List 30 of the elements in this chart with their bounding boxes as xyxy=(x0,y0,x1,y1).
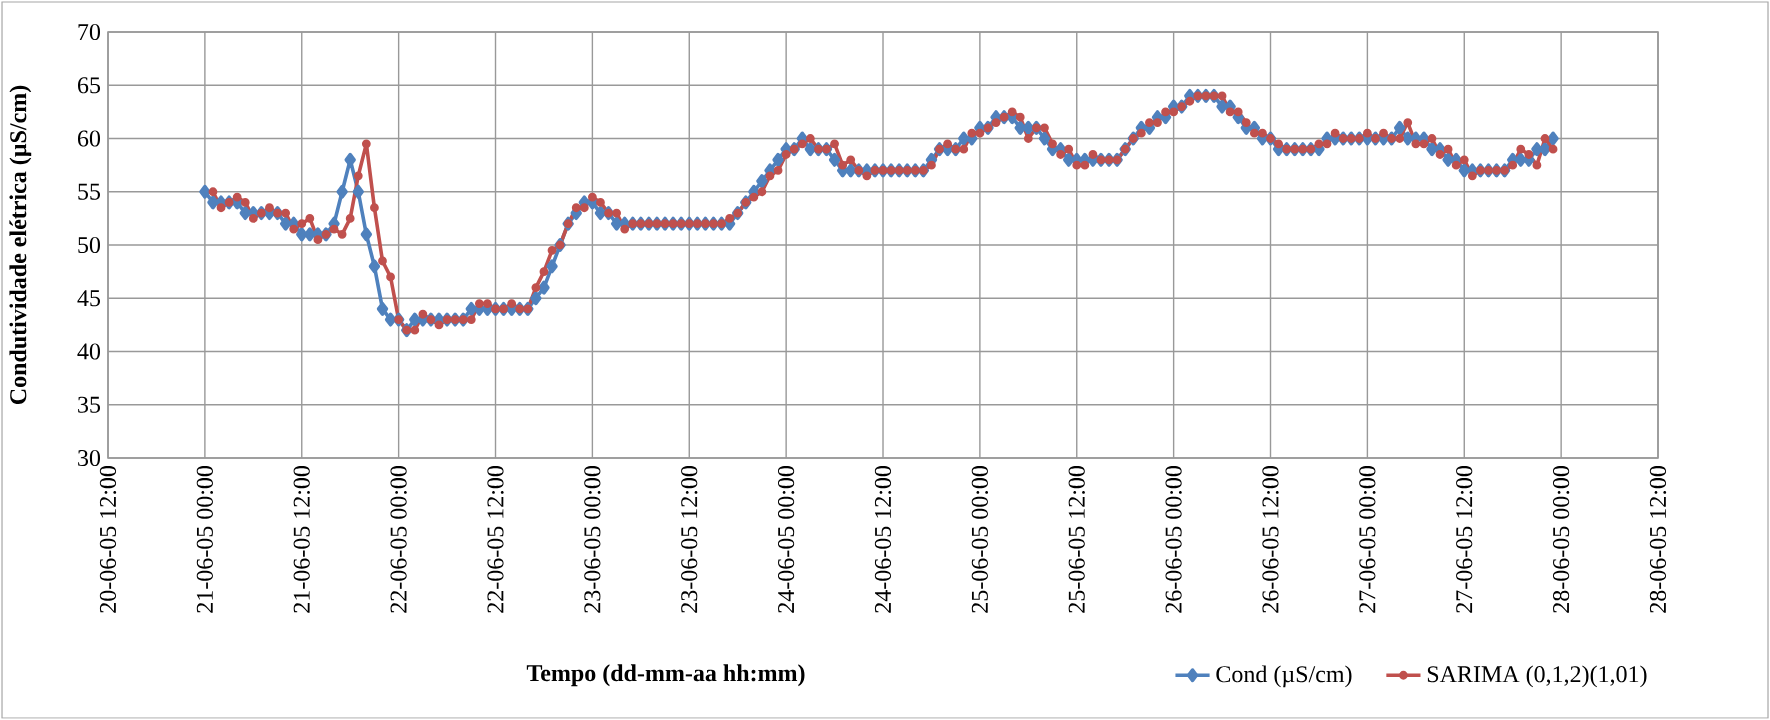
y-tick-label: 50 xyxy=(78,236,101,254)
x-axis-title: Tempo (dd-mm-aa hh:mm) xyxy=(526,664,805,687)
x-tick-label: 21-06-05 12:00 xyxy=(293,466,310,613)
x-tick-label: 20-06-05 12:00 xyxy=(99,466,117,613)
y-tick-label: 30 xyxy=(78,449,101,467)
y-tick-label: 65 xyxy=(77,77,101,94)
x-tick-label: 28-06-05 00:00 xyxy=(1552,466,1570,613)
x-tick-label: 26-06-05 12:00 xyxy=(1262,466,1279,613)
x-tick-label: 25-06-05 00:00 xyxy=(971,466,989,613)
x-tick-label: 22-06-05 12:00 xyxy=(487,466,504,613)
y-tick-label: 70 xyxy=(78,23,101,41)
y-tick-label: 45 xyxy=(77,290,101,307)
y-axis-title: Condutividade elétrica (µS/cm) xyxy=(9,85,32,405)
y-tick-label: 60 xyxy=(77,130,101,147)
x-tick-label: 25-06-05 12:00 xyxy=(1068,466,1085,613)
x-tick-label: 24-06-05 12:00 xyxy=(874,466,892,613)
x-tick-label: 22-06-05 00:00 xyxy=(390,466,407,613)
x-tick-label: 23-06-05 12:00 xyxy=(681,466,698,613)
x-tick-label: 23-06-05 00:00 xyxy=(584,466,601,613)
legend-label: Cond (µS/cm) xyxy=(1216,665,1352,688)
x-tick-label: 28-06-05 12:00 xyxy=(1649,466,1667,613)
x-tick-label: 26-06-05 00:00 xyxy=(1165,466,1182,613)
x-tick-label: 27-06-05 12:00 xyxy=(1456,466,1473,613)
y-tick-label: 55 xyxy=(78,183,101,200)
x-tick-label: 21-06-05 00:00 xyxy=(196,466,214,613)
y-tick-label: 40 xyxy=(77,343,101,360)
legend-label: SARIMA (0,1,2)(1,01) xyxy=(1427,665,1647,688)
y-tick-label: 35 xyxy=(78,396,101,413)
x-tick-label: 27-06-05 00:00 xyxy=(1359,466,1376,613)
x-tick-label: 24-06-05 00:00 xyxy=(777,466,795,613)
